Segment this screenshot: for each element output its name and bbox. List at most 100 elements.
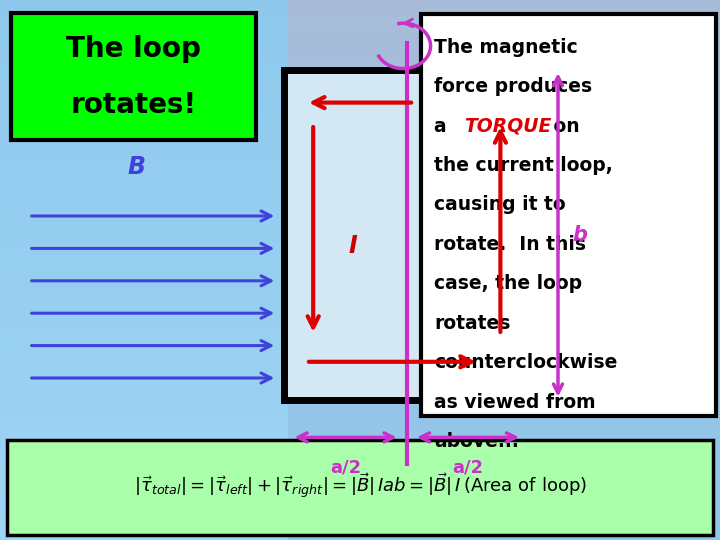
Bar	[0, 317, 720, 324]
Text: the current loop,: the current loop,	[434, 156, 613, 175]
Bar	[421, 14, 716, 416]
Bar	[0, 513, 288, 519]
Bar	[0, 351, 288, 357]
Bar	[0, 446, 288, 453]
Bar	[0, 357, 288, 364]
Text: The loop: The loop	[66, 35, 201, 63]
Bar	[0, 465, 720, 472]
Bar	[0, 392, 288, 399]
Bar	[0, 411, 288, 418]
Bar	[0, 40, 288, 47]
Bar	[0, 338, 288, 345]
Text: $|\vec{\tau}_{total}| = |\vec{\tau}_{left}| + |\vec{\tau}_{right}| = |\vec{B}|\,: $|\vec{\tau}_{total}| = |\vec{\tau}_{lef…	[133, 471, 587, 501]
Bar	[0, 263, 288, 270]
Bar	[0, 384, 720, 391]
Text: a/2: a/2	[330, 459, 361, 477]
Bar	[0, 399, 288, 405]
Bar	[0, 256, 288, 263]
Bar	[0, 324, 720, 330]
Text: The magnetic: The magnetic	[434, 38, 578, 57]
Bar	[0, 222, 288, 230]
Bar	[0, 209, 720, 216]
Bar	[0, 364, 720, 372]
Bar	[0, 54, 288, 60]
Bar	[0, 128, 720, 135]
Bar	[0, 372, 720, 378]
Bar	[0, 432, 288, 438]
Text: counterclockwise: counterclockwise	[434, 353, 618, 372]
Bar	[0, 399, 720, 405]
Bar	[0, 148, 720, 156]
Text: b: b	[572, 225, 588, 245]
Bar	[0, 202, 720, 209]
Bar	[0, 249, 288, 256]
Bar	[0, 507, 720, 513]
Bar	[0, 500, 720, 507]
Bar	[0, 135, 288, 141]
Bar	[0, 108, 720, 115]
Bar	[11, 14, 256, 140]
Text: TORQUE: TORQUE	[464, 117, 552, 136]
Bar	[0, 108, 288, 115]
Bar	[0, 74, 720, 81]
Bar	[0, 230, 288, 237]
Text: rotates!: rotates!	[70, 91, 197, 119]
Bar	[0, 81, 720, 87]
Bar	[0, 148, 288, 156]
Text: rotate.  In this: rotate. In this	[434, 235, 586, 254]
Bar	[0, 128, 288, 135]
Bar	[0, 492, 288, 500]
Bar	[0, 276, 288, 284]
Bar	[0, 507, 288, 513]
Bar	[0, 216, 288, 222]
Bar	[0, 256, 720, 263]
Bar	[0, 405, 288, 411]
Bar	[0, 0, 288, 6]
Bar	[0, 438, 288, 445]
Bar	[0, 303, 288, 310]
Bar	[0, 156, 288, 162]
Bar	[0, 47, 720, 54]
Bar	[0, 20, 288, 27]
Bar	[0, 94, 288, 102]
Bar	[0, 183, 720, 189]
Bar	[0, 115, 288, 122]
Bar	[0, 465, 288, 472]
Bar	[0, 102, 288, 108]
Bar	[0, 14, 288, 20]
Bar	[0, 438, 720, 445]
Bar	[0, 453, 288, 459]
Bar	[0, 135, 720, 141]
Bar	[0, 446, 720, 453]
Bar	[0, 284, 720, 291]
Bar	[0, 317, 288, 324]
Bar	[0, 40, 720, 47]
Bar	[0, 115, 720, 122]
Bar	[0, 183, 288, 189]
Bar	[0, 216, 720, 222]
Bar	[0, 426, 288, 432]
Bar	[0, 480, 720, 486]
Bar	[0, 54, 720, 60]
Bar	[0, 6, 720, 14]
Bar	[0, 230, 720, 237]
Bar	[0, 405, 720, 411]
Bar	[0, 270, 288, 276]
Bar	[0, 297, 288, 303]
Bar	[0, 345, 288, 351]
Bar	[7, 440, 713, 535]
Bar	[0, 14, 720, 20]
Bar	[0, 426, 720, 432]
Bar	[0, 310, 288, 317]
Bar	[0, 411, 720, 418]
Bar	[0, 20, 720, 27]
Bar	[0, 176, 720, 183]
Bar	[0, 486, 288, 492]
Text: force produces: force produces	[434, 77, 593, 96]
Bar	[0, 122, 288, 128]
Bar	[0, 351, 720, 357]
Text: causing it to: causing it to	[434, 195, 566, 214]
Bar	[0, 492, 720, 500]
Bar	[0, 27, 288, 33]
Bar	[0, 534, 720, 540]
